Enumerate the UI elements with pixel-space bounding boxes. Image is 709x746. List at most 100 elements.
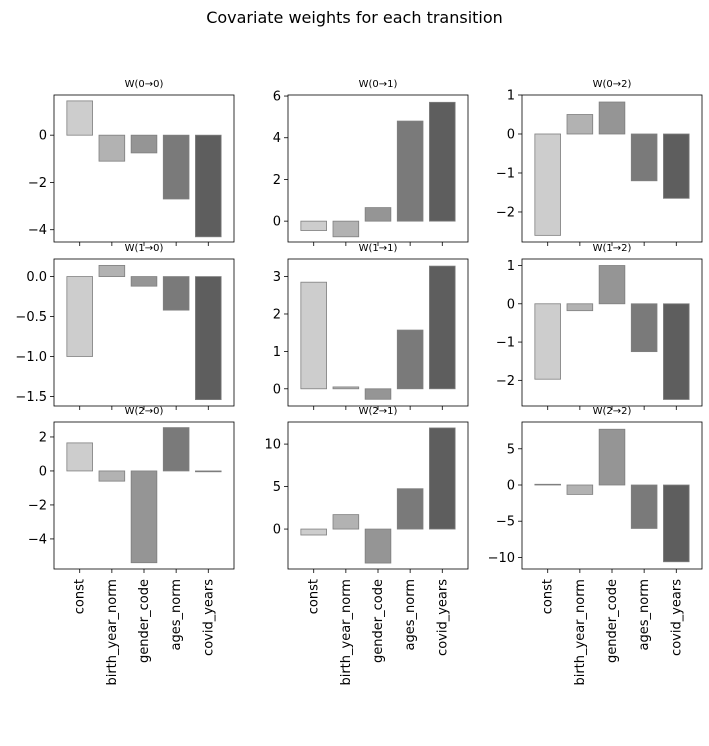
bar-ages_norm: [630, 133, 658, 182]
y-tick-label: 1: [507, 89, 515, 104]
bar-birth_year_norm: [98, 470, 126, 482]
bar-gender_code: [364, 528, 392, 564]
subplot-frame: [287, 258, 469, 407]
subplot-title: W(0→1): [359, 79, 398, 90]
y-tick-label: 0: [273, 523, 281, 538]
subplot-2: W(0→2) −2 −1 0 1: [496, 79, 703, 246]
bar-ages_norm: [630, 484, 658, 529]
bar-ages_norm: [162, 134, 190, 200]
y-tick-label: 0: [507, 127, 515, 142]
x-tick-label: ages_norm: [637, 579, 652, 650]
bar-gender_code: [364, 207, 392, 222]
y-tick-label: 1: [273, 345, 281, 360]
subplot-6: W(2→0) const birth_year_norm gender_code age…: [28, 406, 235, 686]
subplot-title: W(2→1): [359, 406, 398, 417]
subplot-title: W(0→0): [125, 79, 164, 90]
x-tick-label: covid_years: [669, 579, 684, 656]
y-tick-label: 5: [507, 442, 515, 457]
x-tick-label: const: [307, 579, 322, 614]
y-tick-label: −10: [488, 551, 515, 566]
subplot-frame: [287, 94, 469, 243]
subplot-frame: [53, 94, 235, 243]
x-tick-label: const: [541, 579, 556, 614]
bar-gender_code: [130, 276, 158, 287]
y-tick-label: −1.5: [15, 390, 47, 405]
x-tick-label: gender_code: [137, 579, 152, 663]
subplot-title: W(1→1): [359, 243, 398, 254]
x-tick-label: gender_code: [371, 579, 386, 663]
bar-const: [534, 303, 561, 380]
y-tick-label: 0: [39, 464, 47, 479]
bar-const: [66, 442, 93, 472]
y-tick-label: −1: [496, 336, 515, 351]
y-tick-label: −0.5: [15, 310, 47, 325]
bar-const: [66, 276, 93, 357]
bar-birth_year_norm: [332, 386, 360, 390]
y-tick-label: 2: [39, 430, 47, 445]
bar-const: [300, 528, 327, 536]
subplot-title: W(1→2): [593, 243, 632, 254]
bar-birth_year_norm: [332, 514, 360, 530]
bar-covid_years: [195, 134, 222, 238]
bar-covid_years: [429, 427, 456, 530]
bar-covid_years: [663, 484, 690, 563]
x-tick-label: covid_years: [201, 579, 216, 656]
bar-ages_norm: [162, 427, 190, 472]
subplot-5: W(1→2) −2 −1 0 1: [496, 243, 703, 410]
subplot-frame: [521, 94, 703, 243]
y-tick-label: 0: [39, 129, 47, 144]
bar-gender_code: [598, 101, 626, 135]
subplot-0: W(0→0) −4 −2 0: [28, 79, 235, 246]
bar-gender_code: [598, 428, 626, 486]
y-tick-label: 3: [273, 270, 281, 285]
bar-ages_norm: [396, 120, 424, 222]
bar-gender_code: [130, 470, 158, 564]
subplot-frame: [521, 258, 703, 407]
bar-gender_code: [598, 265, 626, 305]
x-tick-label: birth_year_norm: [573, 579, 588, 686]
y-tick-label: 2: [273, 307, 281, 322]
subplot-4: W(1→1) 0 1 2 3: [273, 243, 469, 410]
subplot-frame: [521, 421, 703, 570]
y-tick-label: −4: [28, 223, 47, 238]
bar-covid_years: [663, 133, 690, 199]
y-tick-label: −1.0: [15, 350, 47, 365]
bar-ages_norm: [630, 303, 658, 353]
y-tick-label: −1: [496, 166, 515, 181]
bar-const: [534, 483, 561, 486]
y-tick-label: −2: [496, 205, 515, 220]
bar-covid_years: [195, 276, 222, 401]
bar-covid_years: [429, 265, 456, 390]
subplot-1: W(0→1) 0 2 4 6: [273, 79, 469, 246]
bar-const: [300, 220, 327, 231]
y-tick-label: 6: [273, 90, 281, 105]
y-tick-label: 4: [273, 131, 281, 146]
bar-ages_norm: [396, 488, 424, 530]
subplot-7: W(2→1) const birth_year_norm gender_code age…: [264, 406, 469, 686]
subplot-8: W(2→2) const birth_year_norm gender_code age…: [488, 406, 703, 686]
bar-covid_years: [429, 101, 456, 222]
x-tick-label: const: [73, 579, 88, 614]
bar-gender_code: [130, 134, 158, 154]
x-tick-label: ages_norm: [403, 579, 418, 650]
x-tick-label: gender_code: [605, 579, 620, 663]
bar-ages_norm: [162, 276, 190, 311]
x-tick-label: birth_year_norm: [339, 579, 354, 686]
subplot-title: W(2→0): [125, 406, 164, 417]
bar-const: [66, 100, 93, 136]
bar-covid_years: [663, 303, 690, 400]
bar-birth_year_norm: [98, 134, 126, 162]
bar-birth_year_norm: [566, 114, 594, 135]
x-tick-label: covid_years: [435, 579, 450, 656]
bar-birth_year_norm: [332, 220, 360, 238]
y-tick-label: −2: [28, 498, 47, 513]
bar-covid_years: [195, 470, 222, 473]
bar-birth_year_norm: [98, 264, 126, 277]
y-tick-label: 0: [273, 215, 281, 230]
subplot-frame: [53, 421, 235, 570]
y-tick-label: 5: [273, 480, 281, 495]
figure-title: Covariate weights for each transition: [206, 8, 503, 27]
y-tick-label: −2: [28, 176, 47, 191]
y-tick-label: 10: [264, 438, 281, 453]
